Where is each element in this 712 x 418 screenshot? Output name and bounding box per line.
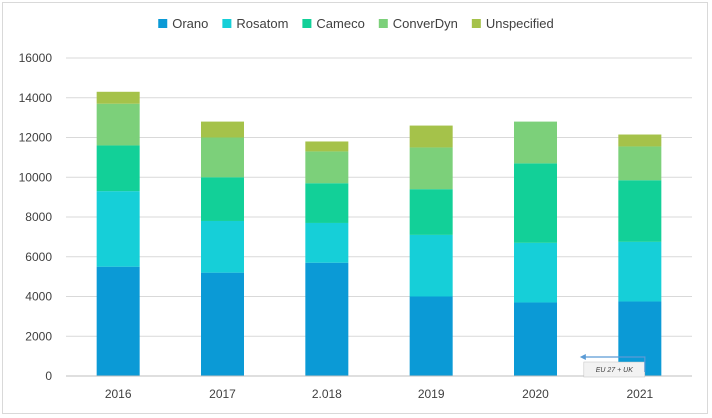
legend-swatch-unspecified <box>471 19 481 28</box>
bar-rosatom-2-018 <box>305 222 349 263</box>
x-tick-label: 2021 <box>626 387 653 401</box>
y-tick-label: 6000 <box>25 250 52 264</box>
legend: Orano Rosatom Cameco ConverDyn Unspecified <box>158 16 554 31</box>
legend-label-unspecified: Unspecified <box>486 16 554 31</box>
gridlines <box>66 57 692 337</box>
bar-converdyn-2-018 <box>305 151 349 184</box>
x-tick-label: 2016 <box>105 387 132 401</box>
x-tick-label: 2017 <box>209 387 236 401</box>
bar-unspecified-2-018 <box>305 141 349 152</box>
bar-orano-2019 <box>409 296 453 376</box>
legend-label-rosatom: Rosatom <box>236 16 288 31</box>
bars <box>96 91 662 376</box>
bar-cameco-2016 <box>96 145 140 192</box>
legend-swatch-rosatom <box>222 19 232 28</box>
y-tick-label: 10000 <box>19 170 53 184</box>
bar-unspecified-2021 <box>618 134 662 147</box>
legend-label-converdyn: ConverDyn <box>393 16 458 31</box>
bar-rosatom-2019 <box>409 234 453 297</box>
y-tick-label: 14000 <box>19 91 53 105</box>
bar-orano-2020 <box>514 302 557 376</box>
x-axis: 2016 2017 2.018 2019 2020 2021 <box>66 375 692 401</box>
bar-converdyn-2019 <box>409 147 453 190</box>
y-tick-label: 2000 <box>25 329 52 343</box>
legend-swatch-orano <box>158 19 168 28</box>
bar-cameco-2-018 <box>305 183 349 223</box>
bar-converdyn-2021 <box>618 146 662 181</box>
y-tick-label: 16000 <box>19 51 53 65</box>
y-tick-label: 4000 <box>25 290 52 304</box>
bar-cameco-2021 <box>618 180 662 242</box>
y-tick-label: 12000 <box>19 131 53 145</box>
legend-label-orano: Orano <box>172 16 208 31</box>
bar-unspecified-2019 <box>409 125 453 148</box>
annotation-arrowhead <box>579 354 586 360</box>
x-tick-label: 2019 <box>418 387 445 401</box>
bar-unspecified-2017 <box>201 121 244 138</box>
bar-orano-2016 <box>96 266 140 376</box>
y-axis: 0 2000 4000 6000 8000 10000 12000 14000 16000 <box>19 51 53 383</box>
bar-converdyn-2016 <box>96 103 140 146</box>
bar-rosatom-2021 <box>618 241 662 302</box>
bar-cameco-2017 <box>201 177 244 221</box>
y-tick-label: 8000 <box>25 210 52 224</box>
bar-rosatom-2017 <box>201 220 244 273</box>
bar-orano-2017 <box>201 272 244 376</box>
bar-converdyn-2020 <box>514 121 557 164</box>
legend-label-cameco: Cameco <box>316 16 364 31</box>
annotation-text: EU 27 + UK <box>596 367 633 374</box>
annotation: EU 27 + UK <box>579 354 646 378</box>
bar-converdyn-2017 <box>201 137 244 178</box>
x-tick-label: 2020 <box>522 387 549 401</box>
bar-rosatom-2016 <box>96 191 140 267</box>
legend-swatch-converdyn <box>378 19 388 28</box>
legend-swatch-cameco <box>302 19 312 28</box>
y-tick-label: 0 <box>45 369 52 383</box>
bar-cameco-2019 <box>409 189 453 235</box>
x-tick-label: 2.018 <box>312 387 342 401</box>
bar-unspecified-2016 <box>96 91 140 104</box>
bar-orano-2-018 <box>305 262 349 376</box>
bar-cameco-2020 <box>514 163 557 243</box>
bar-rosatom-2020 <box>514 242 557 303</box>
annotation-arrow <box>582 356 646 372</box>
